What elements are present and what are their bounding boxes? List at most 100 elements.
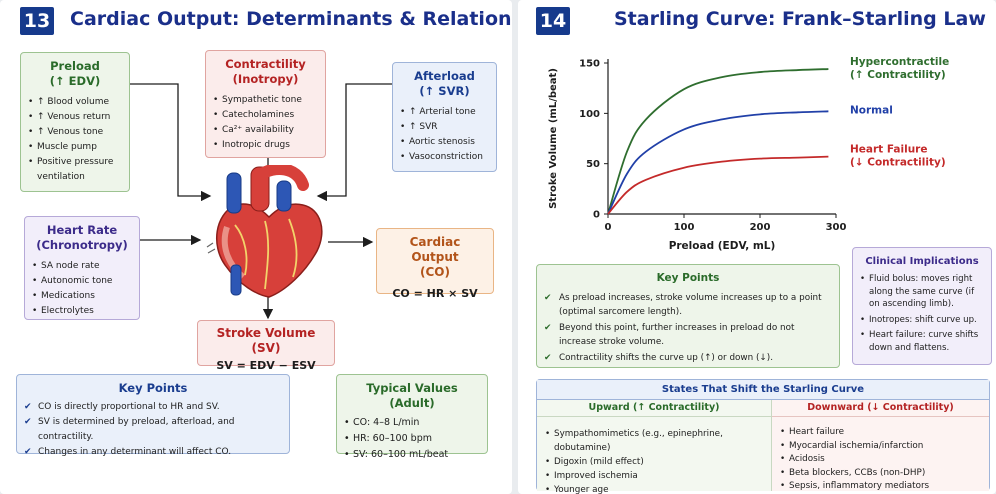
list-item: CO: 4–8 L/min: [344, 415, 480, 431]
starling-curve-panel: 14 Starling Curve: Frank–Starling Law 0 1…: [518, 0, 996, 494]
shift-states-box: States That Shift the Starling Curve Upw…: [536, 379, 990, 494]
shift-states-title: States That Shift the Starling Curve: [537, 380, 989, 400]
list-item: ↑ Blood volume: [28, 95, 122, 110]
contractility-subtitle: (Inotropy): [232, 72, 299, 86]
upward-title: Upward (↑ Contractility): [537, 400, 771, 417]
clinical-implications-box: Clinical Implications Fluid bolus: moves…: [852, 247, 992, 365]
afterload-arrow: [316, 83, 392, 202]
list-item: ↑ Arterial tone: [400, 105, 489, 120]
series-line: [607, 155, 829, 215]
x-tick-label: 200: [750, 222, 771, 233]
list-item: Younger age: [545, 483, 763, 494]
list-item: Electrolytes: [32, 304, 132, 319]
contractility-box: Contractility (Inotropy) Sympathetic ton…: [205, 50, 326, 158]
list-item: CO is directly proportional to HR and SV…: [24, 400, 282, 415]
cardiac-output-formula: CO = HR × SV: [392, 287, 478, 300]
list-item: Positive pressure ventilation: [28, 155, 122, 185]
afterload-subtitle: (↑ SVR): [419, 84, 470, 98]
contractility-title: Contractility: [225, 57, 306, 71]
list-item: Inotropes: shift curve up.: [860, 314, 984, 327]
cardiac-output-box: Cardiac Output (CO) CO = HR × SV: [376, 228, 494, 300]
list-item: Beta blockers, CCBs (non-DHP): [780, 467, 981, 481]
x-tick-label: 300: [826, 222, 847, 233]
list-item: SV: 60–100 mL/beat: [344, 447, 480, 463]
downward-column: Downward (↓ Contractility) Heart failure…: [772, 400, 989, 494]
list-item: Changes in any determinant will affect C…: [24, 445, 282, 460]
y-tick-label: 0: [593, 210, 600, 221]
legend-label: Normal: [850, 104, 893, 116]
list-item: Sepsis, inflammatory mediators: [780, 480, 981, 494]
list-item: Muscle pump: [28, 140, 122, 155]
preload-arrow: [130, 83, 212, 202]
x-axis-label: Preload (EDV, mL): [669, 240, 776, 252]
list-item: As preload increases, stroke volume incr…: [544, 291, 832, 319]
list-item: Acidosis: [780, 453, 981, 467]
y-tick-label: 150: [579, 59, 600, 70]
list-item: Sympathomimetics (e.g., epinephrine, dob…: [545, 427, 763, 455]
x-tick-label: 0: [605, 222, 612, 233]
list-item: Heart failure: [780, 426, 981, 440]
cardiac-output-title: Cardiac Output: [409, 235, 461, 264]
heart-rate-subtitle: (Chronotropy): [36, 238, 128, 252]
list-item: Ca²⁺ availability: [213, 123, 318, 138]
preload-box: Preload (↑ EDV) ↑ Blood volume ↑ Venous …: [20, 52, 130, 192]
stroke-volume-box: Stroke Volume (SV) SV = EDV − ESV: [197, 320, 335, 372]
key-points-title: Key Points: [118, 381, 188, 395]
y-tick-label: 100: [579, 109, 600, 120]
heart-rate-title: Heart Rate: [46, 223, 118, 237]
series-line: [607, 68, 829, 215]
list-item: ↑ Venous tone: [28, 125, 122, 140]
list-item: ↑ SVR: [400, 120, 489, 135]
list-item: Sympathetic tone: [213, 93, 318, 108]
legend-sublabel: (↑ Contractility): [850, 69, 946, 81]
list-item: Heart failure: curve shifts down and fla…: [860, 329, 984, 354]
list-item: Autonomic tone: [32, 274, 132, 289]
heart-illustration: [206, 165, 323, 298]
legend-label: Hypercontractile: [850, 56, 949, 68]
preload-title: Preload: [50, 59, 100, 73]
list-item: Medications: [32, 289, 132, 304]
y-tick-label: 50: [586, 159, 600, 170]
cardiac-output-panel: 13 Cardiac Output: Determinants & Relati…: [0, 0, 512, 494]
list-item: Fluid bolus: moves right along the same …: [860, 273, 984, 311]
stroke-volume-formula: SV = EDV − ESV: [216, 359, 316, 372]
key-points-box: Key Points CO is directly proportional t…: [16, 374, 290, 460]
list-item: Beyond this point, further increases in …: [544, 321, 832, 349]
connector-arrows: [130, 83, 392, 320]
list-item: Aortic stenosis: [400, 135, 489, 150]
series-line: [607, 110, 829, 215]
starling-chart: 0 100 200 300 0 50 100 150 Preload (EDV, mL) St…: [548, 56, 949, 252]
typical-values-title: Typical Values (Adult): [366, 381, 458, 410]
afterload-title: Afterload: [414, 69, 475, 83]
preload-subtitle: (↑ EDV): [49, 74, 101, 88]
list-item: Contractility shifts the curve up (↑) or…: [544, 351, 832, 365]
list-item: Myocardial ischemia/infarction: [780, 440, 981, 454]
y-axis-label: Stroke Volume (mL/beat): [548, 68, 559, 209]
list-item: Vasoconstriction: [400, 150, 489, 165]
stroke-volume-title: Stroke Volume (SV): [216, 326, 316, 355]
afterload-box: Afterload (↑ SVR) ↑ Arterial tone ↑ SVR …: [392, 62, 497, 172]
list-item: Inotropic drugs: [213, 138, 318, 153]
key-points-title: Key Points: [656, 272, 720, 284]
clinical-title: Clinical Implications: [865, 256, 979, 267]
cardiac-output-subtitle: (CO): [420, 265, 450, 279]
typical-values-box: Typical Values (Adult) CO: 4–8 L/min HR:…: [336, 374, 488, 463]
legend-label: Heart Failure: [850, 144, 927, 156]
list-item: Catecholamines: [213, 108, 318, 123]
list-item: HR: 60–100 bpm: [344, 431, 480, 447]
heart-rate-box: Heart Rate (Chronotropy) SA node rate Au…: [24, 216, 140, 320]
list-item: SV is determined by preload, afterload, …: [24, 415, 282, 445]
x-tick-label: 100: [674, 222, 695, 233]
starling-key-points-box: Key Points As preload increases, stroke …: [536, 264, 840, 368]
list-item: Digoxin (mild effect): [545, 455, 763, 469]
panel-number: 14: [536, 7, 570, 35]
list-item: Improved ischemia: [545, 469, 763, 483]
upward-column: Upward (↑ Contractility) Sympathomimetic…: [537, 400, 772, 494]
list-item: SA node rate: [32, 259, 132, 274]
legend-sublabel: (↓ Contractility): [850, 157, 946, 169]
panel-number: 13: [20, 7, 54, 35]
panel-title: Cardiac Output: Determinants & Relations…: [70, 8, 512, 30]
list-item: ↑ Venous return: [28, 110, 122, 125]
downward-title: Downward (↓ Contractility): [772, 400, 989, 417]
panel-title: Starling Curve: Frank–Starling Law: [614, 8, 986, 30]
